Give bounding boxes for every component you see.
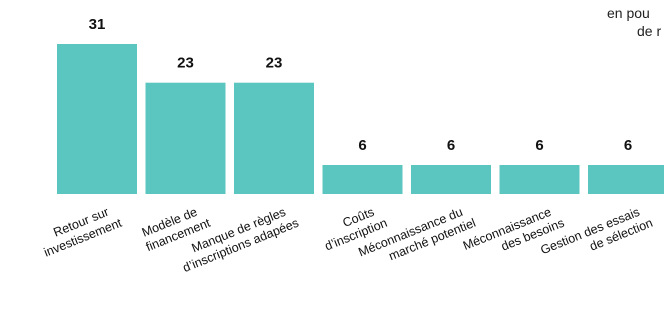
bar-3	[234, 82, 314, 194]
bar-6	[499, 165, 580, 194]
cropped-annotation: en pou de r	[607, 5, 661, 39]
annotation-line-1: en pou	[607, 5, 650, 21]
value-label-7: 6	[624, 137, 632, 154]
category-labels-group: Retour surinvestissement Modèle definance…	[36, 202, 655, 275]
value-label-4: 6	[358, 137, 366, 154]
value-label-6: 6	[535, 137, 543, 154]
bars-group	[57, 44, 664, 194]
bar-2	[145, 82, 226, 194]
value-label-3: 23	[266, 55, 283, 72]
bar-4	[322, 165, 403, 194]
annotation-line-2: de r	[637, 23, 661, 39]
value-label-2: 23	[177, 55, 194, 72]
category-label-5: Méconnaissance dumarché potentiel	[356, 202, 477, 274]
category-label-1: Retour surinvestissement	[36, 202, 124, 260]
category-label-7: Gestion des essaisde sélection	[539, 202, 655, 271]
category-label-6: Méconnaissancedes besoins	[461, 202, 566, 267]
bar-5	[411, 165, 491, 194]
bar-7	[588, 165, 664, 194]
value-label-5: 6	[447, 137, 455, 154]
value-label-1: 31	[89, 16, 106, 33]
bar-1	[57, 44, 137, 194]
value-labels-group: 31 23 23 6 6 6 6	[89, 16, 633, 154]
